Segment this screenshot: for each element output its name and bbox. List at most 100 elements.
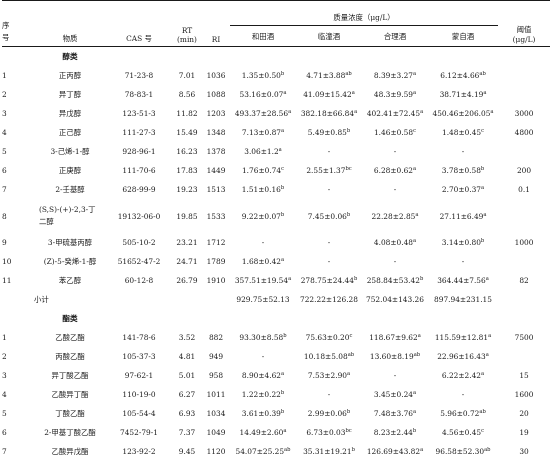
retention-index: 1011 (202, 385, 230, 404)
significance-letter: a (279, 147, 282, 153)
retention-time: 4.81 (172, 347, 202, 366)
row-number: 6 (2, 161, 34, 180)
compound-name: 正丙醇 (34, 66, 106, 85)
concentration-cell: 357.51±19.54a (230, 271, 296, 290)
retention-time: 8.56 (172, 85, 202, 104)
concentration-value: - (262, 352, 265, 361)
cas-number: 111-27-3 (106, 123, 172, 142)
compound-name: (Z)-5-癸烯-1-醇 (34, 252, 106, 271)
section-row: 醇类 (2, 47, 550, 67)
subtotal-value: 897.94±231.15 (428, 290, 498, 309)
row-number: 8 (2, 199, 34, 233)
concentration-value: - (328, 390, 331, 399)
concentration-value: 5.49±0.85 (308, 128, 347, 137)
significance-letter: b (481, 166, 484, 172)
threshold-value: 200 (498, 161, 550, 180)
retention-index: 1378 (202, 142, 230, 161)
significance-letter: a (288, 276, 291, 282)
row-number: 5 (2, 404, 34, 423)
concentration-value: 1.76±0.74 (242, 166, 281, 175)
row-number: 3 (2, 366, 34, 385)
concentration-value: 5.96±0.72 (440, 409, 479, 418)
significance-letter: a (490, 109, 493, 115)
cas-number: 51652-47-2 (106, 252, 172, 271)
row-number: 2 (2, 85, 34, 104)
retention-index: 1789 (202, 252, 230, 271)
cas-number: 97-62-1 (106, 366, 172, 385)
significance-letter: b (281, 71, 284, 77)
significance-letter: b (347, 409, 350, 415)
concentration-cell: 1.51±0.16b (230, 180, 296, 199)
concentration-value: 1.51±0.16 (242, 185, 281, 194)
significance-letter: b (281, 390, 284, 396)
compound-name: 3-己烯-1-醇 (34, 142, 106, 161)
row-number: 1 (2, 66, 34, 85)
retention-time: 11.82 (172, 104, 202, 123)
compound-name: 乙酸异戊酯 (34, 442, 106, 461)
cas-number: 78-83-1 (106, 85, 172, 104)
concentration-value: 450.46±206.05 (433, 109, 491, 118)
concentration-cell: 27.11±6.49a (428, 199, 498, 233)
concentration-value: - (394, 371, 397, 380)
cas-number: 111-70-6 (106, 161, 172, 180)
significance-letter: a (418, 333, 421, 339)
concentration-value: 115.59±12.81 (435, 333, 488, 342)
retention-index: 1203 (202, 104, 230, 123)
concentration-value: 38.71±4.19 (440, 90, 484, 99)
concentration-cell: 7.53±2.90a (296, 366, 362, 385)
col-header-no: 序号 (2, 1, 34, 47)
retention-index: 1036 (202, 66, 230, 85)
concentration-cell: 1.68±0.42a (230, 252, 296, 271)
significance-letter: a (420, 447, 423, 453)
concentration-cell: 2.99±0.06b (296, 404, 362, 423)
compound-name: 3-甲硫基丙醇 (34, 233, 106, 252)
subtotal-value: 722.22±126.28 (296, 290, 362, 309)
concentration-value: 4.08±0.48 (374, 238, 413, 247)
retention-index: 1034 (202, 404, 230, 423)
significance-letter: a (283, 90, 286, 96)
concentration-cell: - (296, 142, 362, 161)
significance-letter: a (483, 212, 486, 218)
cas-number: 628-99-9 (106, 180, 172, 199)
cas-number: 141-78-6 (106, 328, 172, 347)
concentration-cell: 22.96±16.43a (428, 347, 498, 366)
col-header-wine-hetian: 和田酒 (230, 26, 296, 47)
compound-name: 2-壬基醇 (34, 180, 106, 199)
subtotal-value: 929.75±52.13 (230, 290, 296, 309)
concentration-value: - (462, 257, 465, 266)
significance-letter: a (281, 257, 284, 263)
retention-index: 1449 (202, 161, 230, 180)
compound-name: 异丁醇 (34, 85, 106, 104)
significance-letter: a (481, 371, 484, 377)
significance-letter: ab (479, 71, 485, 77)
concentration-cell: - (296, 385, 362, 404)
retention-time: 15.49 (172, 123, 202, 142)
threshold-value (498, 199, 550, 233)
significance-letter: ab (348, 352, 354, 358)
threshold-value: 4800 (498, 123, 550, 142)
concentration-value: 8.90±4.62 (242, 371, 281, 380)
concentration-value: 2.70±0.37 (442, 185, 481, 194)
concentration-cell: 7.13±0.87a (230, 123, 296, 142)
significance-letter: a (486, 352, 489, 358)
cas-number: 110-19-0 (106, 385, 172, 404)
section-spacer (2, 309, 34, 328)
concentration-cell: 364.44±7.56a (428, 271, 498, 290)
concentration-cell: - (428, 385, 498, 404)
concentration-value: 118.67±9.62 (369, 333, 418, 342)
concentration-cell: - (362, 180, 428, 199)
retention-time: 26.79 (172, 271, 202, 290)
concentration-cell: 4.71±3.88ab (296, 66, 362, 85)
retention-index: 1513 (202, 180, 230, 199)
concentration-value: 1.22±0.22 (242, 390, 281, 399)
significance-letter: a (481, 185, 484, 191)
